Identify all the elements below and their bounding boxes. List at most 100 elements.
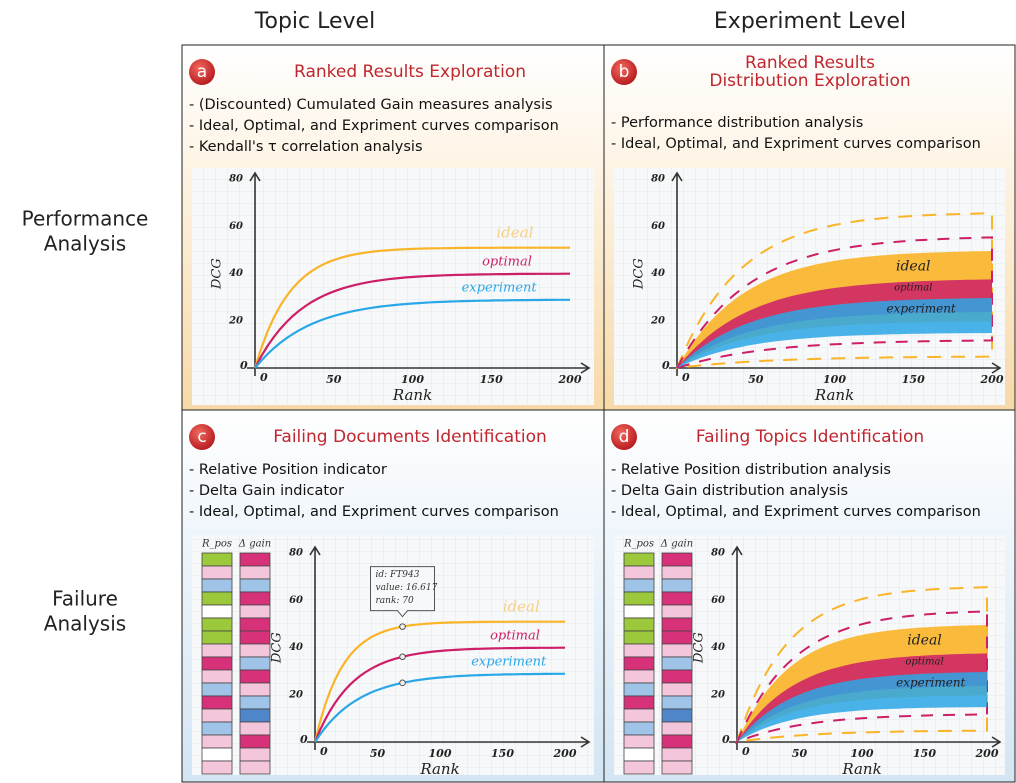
- y-tick-label: 40: [711, 642, 725, 653]
- indicator-cell: [240, 605, 270, 618]
- panel-letter: b: [619, 62, 630, 82]
- indicator-cell: [202, 631, 232, 644]
- indicator-cell: [202, 735, 232, 748]
- x-tick-label: 50: [370, 747, 386, 760]
- indicator-cell: [202, 722, 232, 735]
- panel-title: Ranked Results Exploration: [294, 62, 526, 82]
- indicator-cell: [202, 579, 232, 592]
- origin-label: 0: [742, 745, 750, 758]
- indicator-cell: [240, 553, 270, 566]
- y-axis-label: DCG: [210, 258, 225, 290]
- x-tick-label: 50: [326, 373, 342, 386]
- bullet: - Ideal, Optimal, and Expriment curves c…: [189, 118, 559, 134]
- indicator-cell: [662, 761, 692, 774]
- panel-title: Failing Topics Identification: [696, 427, 924, 447]
- indicator-cell: [202, 566, 232, 579]
- tooltip-text: value: 16.617: [376, 583, 438, 593]
- indicator-cell: [240, 657, 270, 670]
- x-tick-label: 100: [429, 747, 452, 760]
- indicator-cell: [202, 605, 232, 618]
- indicator-cell: [624, 566, 654, 579]
- column-header: Topic Level: [254, 9, 375, 34]
- panel-letter: d: [619, 427, 630, 447]
- row-label: Analysis: [44, 612, 126, 636]
- curve-label: optimal: [894, 282, 932, 293]
- x-tick-label: 150: [902, 373, 925, 386]
- indicator-cell: [624, 735, 654, 748]
- curve-label: experiment: [471, 654, 547, 669]
- tooltip-text: id: FT943: [376, 570, 420, 580]
- indicator-cell: [624, 618, 654, 631]
- indicator-cell: [240, 670, 270, 683]
- origin-label: 0: [240, 359, 248, 372]
- indicator-cell: [662, 748, 692, 761]
- indicator-cell: [624, 709, 654, 722]
- y-tick-label: 40: [229, 268, 243, 279]
- x-tick-label: 50: [748, 373, 764, 386]
- indicator-cell: [240, 618, 270, 631]
- indicator-cell: [240, 696, 270, 709]
- x-tick-label: 150: [491, 747, 514, 760]
- x-tick-label: 150: [913, 747, 936, 760]
- y-tick-label: 80: [289, 548, 303, 559]
- panel-title: Distribution Exploration: [709, 71, 910, 91]
- x-axis-label: Rank: [814, 386, 854, 404]
- y-axis-label: DCG: [632, 258, 647, 290]
- indicator-cell: [662, 657, 692, 670]
- row-label: Failure: [52, 587, 118, 611]
- indicator-cell: [240, 566, 270, 579]
- indicator-cell: [202, 709, 232, 722]
- indicator-cell: [662, 579, 692, 592]
- bar-label: Δ gain: [660, 539, 693, 550]
- y-tick-label: 60: [289, 595, 303, 606]
- figure: Topic Level Experiment Level Performance…: [0, 0, 1016, 783]
- x-tick-label: 200: [558, 373, 582, 386]
- y-tick-label: 80: [711, 548, 725, 559]
- indicator-cell: [624, 696, 654, 709]
- panel-title: Ranked Results: [745, 53, 875, 73]
- indicator-cell: [662, 683, 692, 696]
- column-header: Experiment Level: [714, 9, 906, 34]
- tooltip-text: rank: 70: [376, 596, 415, 606]
- indicator-cell: [240, 722, 270, 735]
- y-tick-label: 40: [651, 268, 665, 279]
- panel-letter: c: [197, 427, 206, 447]
- y-tick-label: 60: [229, 221, 243, 232]
- indicator-cell: [202, 657, 232, 670]
- row-label: Performance: [22, 207, 149, 231]
- origin-label: 0: [320, 745, 328, 758]
- bullet: - Kendall's τ correlation analysis: [189, 139, 423, 155]
- row-label: Analysis: [44, 232, 126, 256]
- x-tick-label: 200: [975, 747, 999, 760]
- indicator-cell: [662, 670, 692, 683]
- x-tick-label: 100: [851, 747, 874, 760]
- indicator-cell: [202, 683, 232, 696]
- indicator-cell: [202, 670, 232, 683]
- indicator-cell: [662, 631, 692, 644]
- x-axis-label: Rank: [419, 760, 459, 778]
- indicator-cell: [662, 722, 692, 735]
- bullet: - Performance distribution analysis: [611, 115, 863, 131]
- indicator-cell: [624, 683, 654, 696]
- indicator-cell: [202, 696, 232, 709]
- y-tick-label: 80: [229, 174, 243, 185]
- indicator-cell: [662, 553, 692, 566]
- curve-label: experiment: [886, 302, 955, 316]
- indicator-cell: [202, 644, 232, 657]
- indicator-cell: [240, 592, 270, 605]
- panel-title: Failing Documents Identification: [273, 427, 547, 447]
- indicator-cell: [624, 644, 654, 657]
- indicator-cell: [240, 735, 270, 748]
- curve-label: ideal: [896, 259, 931, 275]
- bullet: - Ideal, Optimal, and Expriment curves c…: [611, 504, 981, 520]
- bar-label: R_pos: [623, 539, 654, 550]
- indicator-cell: [662, 618, 692, 631]
- curve-label: experiment: [462, 280, 538, 295]
- y-tick-label: 20: [650, 315, 665, 326]
- indicator-cell: [624, 748, 654, 761]
- panel-letter: a: [197, 62, 207, 82]
- curve-label: ideal: [503, 597, 540, 615]
- rank-marker: [400, 654, 406, 660]
- bullet: - Delta Gain distribution analysis: [611, 483, 848, 499]
- y-tick-label: 60: [651, 221, 665, 232]
